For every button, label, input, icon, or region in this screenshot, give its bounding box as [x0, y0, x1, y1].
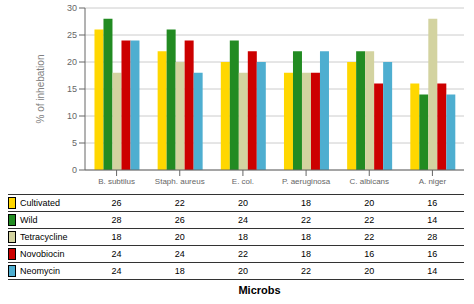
html-text:24: 24: [111, 266, 122, 276]
html-text:24: 24: [111, 249, 122, 259]
html-text:18: 18: [174, 266, 185, 276]
html-text:20: 20: [237, 198, 248, 208]
html-text:14: 14: [427, 215, 438, 225]
html-text:18: 18: [301, 249, 311, 259]
svg-text:P. aeruginosa: P. aeruginosa: [282, 177, 331, 186]
svg-text:5: 5: [72, 138, 77, 148]
svg-text:% of inhebation: % of inhebation: [35, 55, 46, 124]
html-text:22: 22: [364, 232, 375, 242]
html-text:16: 16: [364, 249, 375, 259]
html-text:Microbs: Microbs: [238, 284, 281, 296]
html-text:18: 18: [237, 232, 248, 242]
html-text:Cultivated: Cultivated: [20, 198, 60, 208]
svg-text:A. niger: A. niger: [419, 177, 447, 186]
html-text:20: 20: [174, 232, 185, 242]
html-text:Wild: Wild: [20, 215, 38, 225]
html-text:24: 24: [174, 249, 185, 259]
html-text:18: 18: [111, 232, 122, 242]
svg-text:E. col.: E. col.: [232, 177, 254, 186]
html-text:16: 16: [427, 249, 438, 259]
html-text:26: 26: [111, 198, 122, 208]
html-text:14: 14: [427, 266, 438, 276]
html-text:22: 22: [301, 215, 311, 225]
html-text:24: 24: [237, 215, 248, 225]
html-text:Novobiocin: Novobiocin: [20, 249, 65, 259]
html-text:18: 18: [301, 198, 311, 208]
html-text:16: 16: [427, 198, 438, 208]
svg-text:C. albicans: C. albicans: [349, 177, 389, 186]
html-text:20: 20: [364, 198, 375, 208]
html-text:26: 26: [174, 215, 185, 225]
html-text:22: 22: [237, 249, 248, 259]
html-text:Tetracycline: Tetracycline: [20, 232, 68, 242]
html-text:22: 22: [174, 198, 185, 208]
svg-text:B. subtilus: B. subtilus: [98, 177, 135, 186]
html-text:22: 22: [301, 266, 311, 276]
html-text:18: 18: [301, 232, 311, 242]
html-text:20: 20: [237, 266, 248, 276]
html-text:28: 28: [111, 215, 122, 225]
html-text:20: 20: [364, 266, 375, 276]
svg-text:Staph. aureus: Staph. aureus: [155, 177, 205, 186]
svg-text:15: 15: [67, 84, 77, 94]
svg-text:25: 25: [67, 30, 77, 40]
svg-text:10: 10: [67, 111, 77, 121]
html-text:22: 22: [364, 215, 375, 225]
svg-text:30: 30: [67, 3, 77, 13]
html-text:Neomycin: Neomycin: [20, 266, 60, 276]
html-text:28: 28: [427, 232, 438, 242]
svg-text:0: 0: [72, 165, 77, 175]
svg-text:20: 20: [67, 57, 77, 67]
